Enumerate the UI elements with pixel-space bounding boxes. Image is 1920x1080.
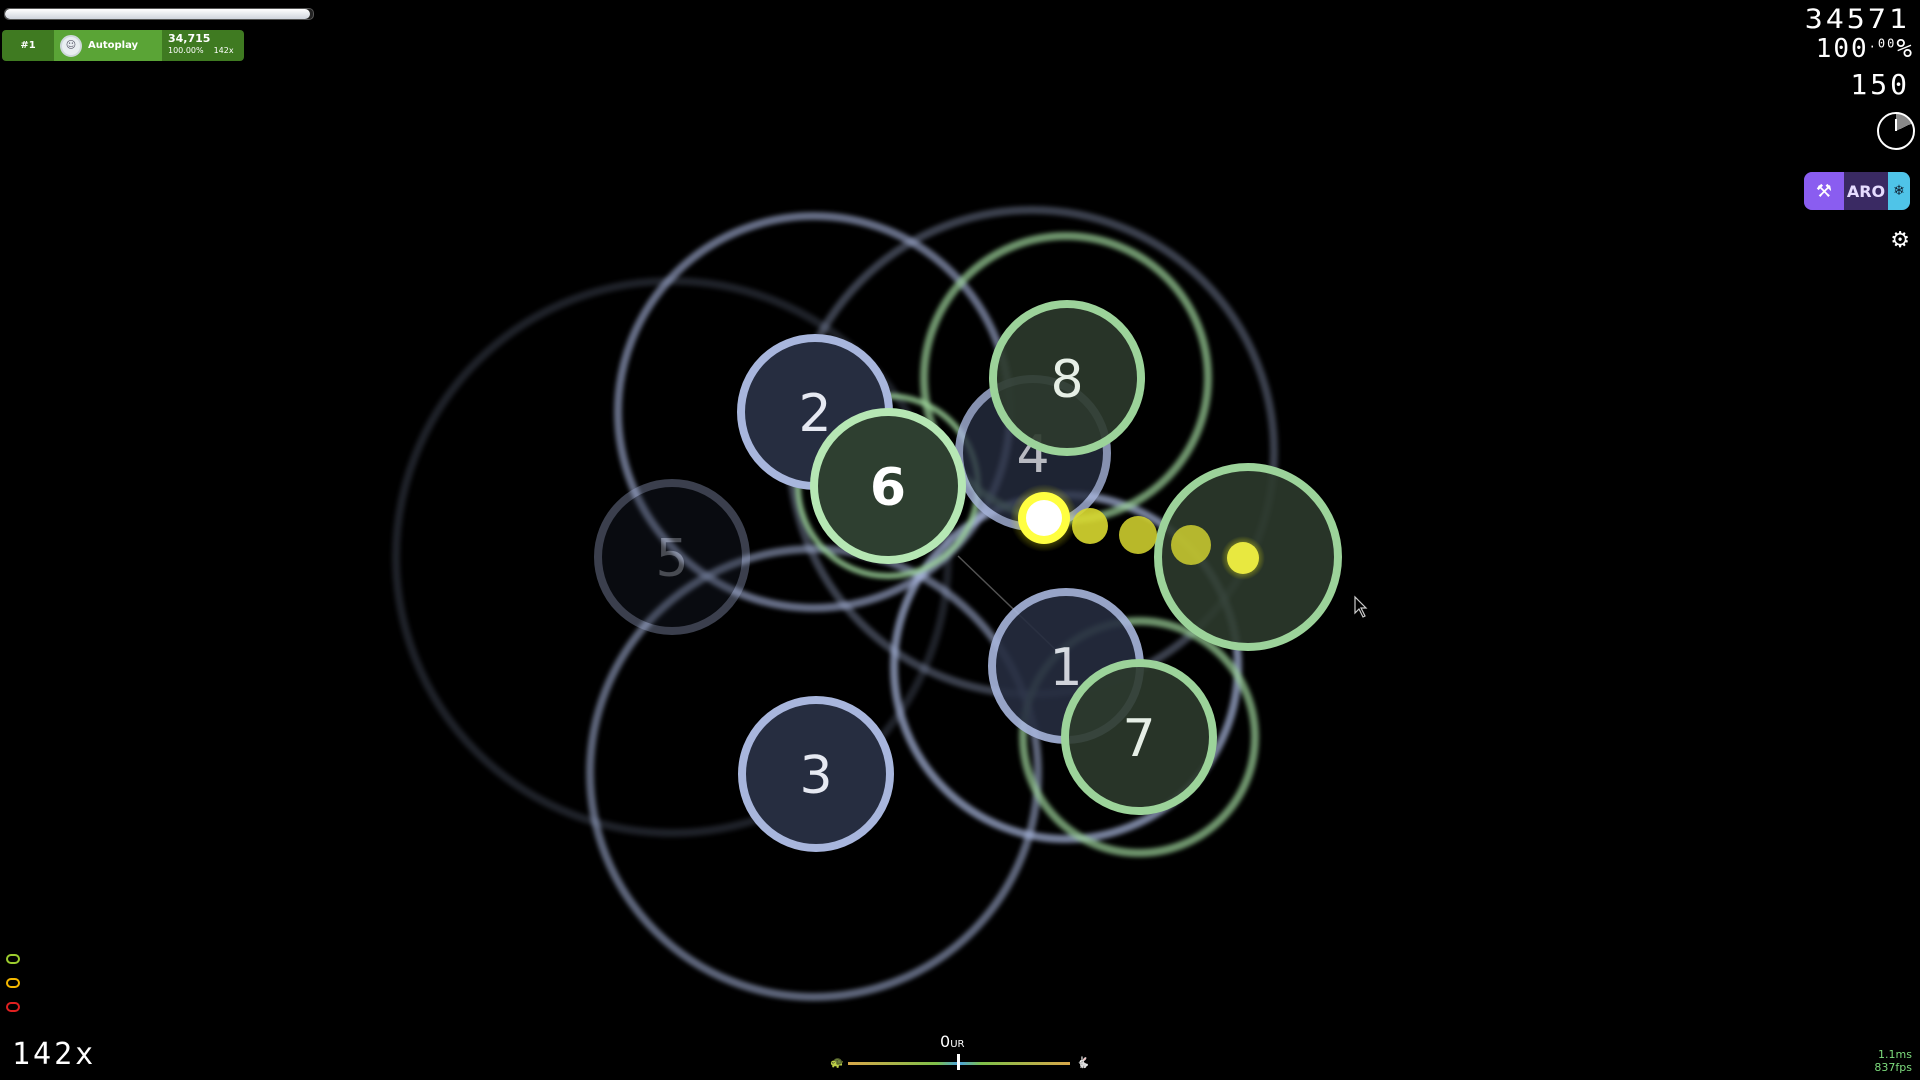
accuracy-decimal: .00 xyxy=(1868,36,1897,51)
mod-label: ARO xyxy=(1846,181,1886,201)
avatar: ☺ xyxy=(60,34,82,57)
mod-badge[interactable]: ⚒ ARO ❄ xyxy=(1804,172,1910,210)
leaderboard-score-box: 34,715 100.00% 142x xyxy=(162,30,244,61)
health-bar-fill xyxy=(5,9,310,19)
leaderboard-score: 34,715 xyxy=(168,32,211,45)
hit-circle-8[interactable]: 8 xyxy=(989,300,1145,456)
hit300-indicator xyxy=(6,954,20,964)
miss-indicator xyxy=(6,1002,20,1012)
health-bar xyxy=(4,8,314,20)
hit-circle-number: 1 xyxy=(1049,638,1082,698)
leaderboard-rank: #1 xyxy=(2,30,54,61)
ur-label: 0UR xyxy=(940,1032,964,1051)
cursor-arrow-icon xyxy=(1354,595,1368,618)
approach-circle-3 xyxy=(586,545,1042,1001)
accuracy-symbol: % xyxy=(1896,34,1914,64)
frame-time: 1.1ms xyxy=(1878,1048,1912,1061)
pp-counter: 150 xyxy=(1850,68,1910,101)
hit-circle-number: 6 xyxy=(870,458,906,518)
leaderboard-accuracy: 100.00% xyxy=(168,46,204,55)
approach-circle-7 xyxy=(1019,617,1259,857)
cursor xyxy=(1010,484,1078,552)
combo-counter: 142x xyxy=(12,1037,97,1072)
performance-stats: 1.1ms 837fps xyxy=(1874,1048,1912,1074)
unstable-rate-bar: 0UR 🐢 🐇 xyxy=(830,1032,1090,1070)
turtle-icon: 🐢 xyxy=(830,1056,844,1069)
hit-counters xyxy=(6,954,20,1012)
snowflake-icon: ❄ xyxy=(1888,172,1910,210)
leaderboard-entry: #1 ☺ Autoplay 34,715 100.00% 142x xyxy=(2,30,244,61)
hit-circle-number: 8 xyxy=(1050,350,1083,410)
hit-circle-number: 3 xyxy=(799,746,832,806)
hit-circle-number: 5 xyxy=(655,529,688,589)
cursor-trail xyxy=(1072,508,1265,580)
accuracy-main: 100 xyxy=(1815,34,1869,64)
leaderboard-combo: 142x xyxy=(213,46,234,55)
gear-icon[interactable]: ⚙ xyxy=(1890,228,1910,253)
hit-circle-5[interactable]: 5 xyxy=(594,479,750,635)
hit100-indicator xyxy=(6,978,20,988)
clock-icon xyxy=(1877,112,1915,150)
hit-circle-3[interactable]: 3 xyxy=(738,696,894,852)
leaderboard-player: Autoplay xyxy=(88,40,139,51)
ur-unit: UR xyxy=(950,1039,965,1050)
approach-circles xyxy=(392,206,1278,1001)
hare-icon: 🐇 xyxy=(1076,1056,1090,1069)
hit-circle-number: 7 xyxy=(1122,709,1155,769)
accuracy-counter: 100.00% xyxy=(1816,34,1914,64)
hammer-icon: ⚒ xyxy=(1804,172,1844,210)
fps-counter: 837fps xyxy=(1874,1061,1912,1074)
leaderboard-stats: 100.00% 142x xyxy=(168,45,238,57)
score-counter: 34571 xyxy=(1804,3,1910,36)
hit-circle-6[interactable]: 6 xyxy=(810,408,966,564)
leaderboard-user: ☺ Autoplay xyxy=(54,30,162,61)
hit-circle-number: 2 xyxy=(798,384,831,444)
hit-circle-7[interactable]: 7 xyxy=(1061,659,1217,815)
ur-marker xyxy=(957,1054,960,1070)
ur-value: 0 xyxy=(940,1032,951,1051)
